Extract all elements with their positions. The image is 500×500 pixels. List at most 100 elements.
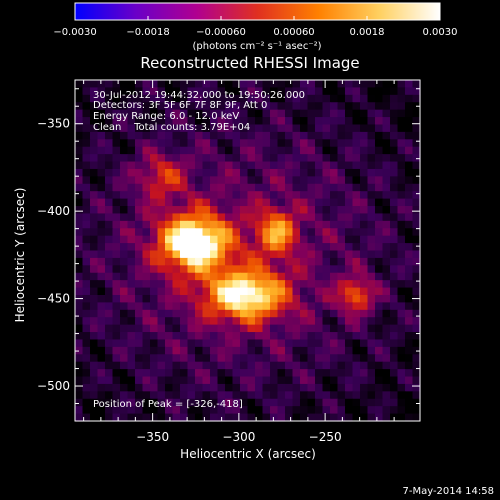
- heatmap-cell: [90, 346, 99, 355]
- heatmap-cell: [112, 257, 121, 266]
- heatmap-cell: [360, 309, 369, 318]
- heatmap-cell: [405, 87, 414, 96]
- heatmap-cell: [157, 124, 166, 133]
- heatmap-cell: [322, 131, 331, 140]
- heatmap-cell: [352, 332, 361, 341]
- heatmap-cell: [90, 265, 99, 274]
- heatmap-cell: [412, 183, 421, 192]
- heatmap-cell: [292, 191, 301, 200]
- heatmap-cell: [322, 265, 331, 274]
- heatmap-cell: [277, 280, 286, 289]
- heatmap-cell: [142, 213, 151, 222]
- heatmap-cell: [330, 131, 339, 140]
- heatmap-cell: [270, 154, 279, 163]
- heatmap-cell: [322, 139, 331, 148]
- heatmap-cell: [112, 339, 121, 348]
- heatmap-cell: [75, 124, 84, 133]
- heatmap-cell: [210, 369, 219, 378]
- heatmap-cell: [172, 154, 181, 163]
- heatmap-cell: [202, 117, 211, 126]
- heatmap-cell: [90, 250, 99, 259]
- heatmap-cell: [180, 354, 189, 363]
- heatmap-cell: [247, 369, 256, 378]
- heatmap-cell: [90, 206, 99, 215]
- heatmap-cell: [165, 109, 174, 118]
- heatmap-cell: [292, 206, 301, 215]
- heatmap-cell: [315, 294, 324, 303]
- heatmap-cell: [135, 391, 144, 400]
- heatmap-cell: [337, 161, 346, 170]
- heatmap-cell: [157, 391, 166, 400]
- heatmap-cell: [202, 220, 211, 229]
- heatmap-cell: [345, 198, 354, 207]
- heatmap-cell: [150, 161, 159, 170]
- heatmap-cell: [172, 354, 181, 363]
- heatmap-cell: [262, 124, 271, 133]
- heatmap-cell: [232, 131, 241, 140]
- heatmap-cell: [322, 124, 331, 133]
- heatmap-cell: [120, 265, 129, 274]
- heatmap-cell: [367, 294, 376, 303]
- heatmap-cell: [142, 339, 151, 348]
- heatmap-cell: [82, 228, 91, 237]
- heatmap-cell: [292, 94, 301, 103]
- heatmap-cell: [202, 413, 211, 422]
- heatmap-cell: [165, 324, 174, 333]
- heatmap-cell: [285, 176, 294, 185]
- heatmap-cell: [375, 280, 384, 289]
- heatmap-cell: [90, 213, 99, 222]
- heatmap-cell: [300, 294, 309, 303]
- heatmap-cell: [157, 131, 166, 140]
- heatmap-cell: [127, 102, 136, 111]
- heatmap-cell: [195, 280, 204, 289]
- heatmap-cell: [390, 220, 399, 229]
- heatmap-cell: [262, 413, 271, 422]
- heatmap-cell: [157, 302, 166, 311]
- heatmap-cell: [172, 124, 181, 133]
- heatmap-cell: [337, 139, 346, 148]
- heatmap-cell: [225, 131, 234, 140]
- heatmap-cell: [412, 332, 421, 341]
- heatmap-cell: [82, 332, 91, 341]
- heatmap-cell: [105, 361, 114, 370]
- heatmap-cell: [142, 287, 151, 296]
- heatmap-cell: [142, 206, 151, 215]
- heatmap-cell: [142, 117, 151, 126]
- heatmap-cell: [382, 287, 391, 296]
- heatmap-cell: [307, 257, 316, 266]
- heatmap-cell: [97, 235, 106, 244]
- heatmap-cell: [232, 272, 241, 281]
- heatmap-cell: [142, 94, 151, 103]
- heatmap-cell: [247, 265, 256, 274]
- heatmap-cell: [210, 168, 219, 177]
- heatmap-cell: [360, 154, 369, 163]
- heatmap-cell: [135, 94, 144, 103]
- heatmap-cell: [180, 243, 189, 252]
- heatmap-cell: [285, 154, 294, 163]
- heatmap-cell: [135, 332, 144, 341]
- heatmap-cell: [375, 198, 384, 207]
- heatmap-cell: [225, 376, 234, 385]
- heatmap-cell: [75, 361, 84, 370]
- heatmap-cell: [390, 117, 399, 126]
- heatmap-cell: [127, 213, 136, 222]
- heatmap-cell: [412, 361, 421, 370]
- heatmap-cell: [187, 191, 196, 200]
- heatmap-cell: [127, 383, 136, 392]
- heatmap-cell: [262, 369, 271, 378]
- heatmap-cell: [172, 198, 181, 207]
- heatmap-cell: [337, 354, 346, 363]
- heatmap-cell: [412, 161, 421, 170]
- heatmap-cell: [405, 324, 414, 333]
- heatmap-cell: [390, 235, 399, 244]
- heatmap-cell: [412, 287, 421, 296]
- heatmap-cell: [397, 168, 406, 177]
- heatmap-cell: [330, 406, 339, 415]
- heatmap-cell: [315, 80, 324, 89]
- heatmap-cell: [195, 206, 204, 215]
- heatmap-cell: [202, 94, 211, 103]
- y-axis-label: Heliocentric Y (arcsec): [13, 188, 27, 323]
- heatmap-cell: [150, 139, 159, 148]
- heatmap-cell: [307, 346, 316, 355]
- heatmap-cell: [217, 154, 226, 163]
